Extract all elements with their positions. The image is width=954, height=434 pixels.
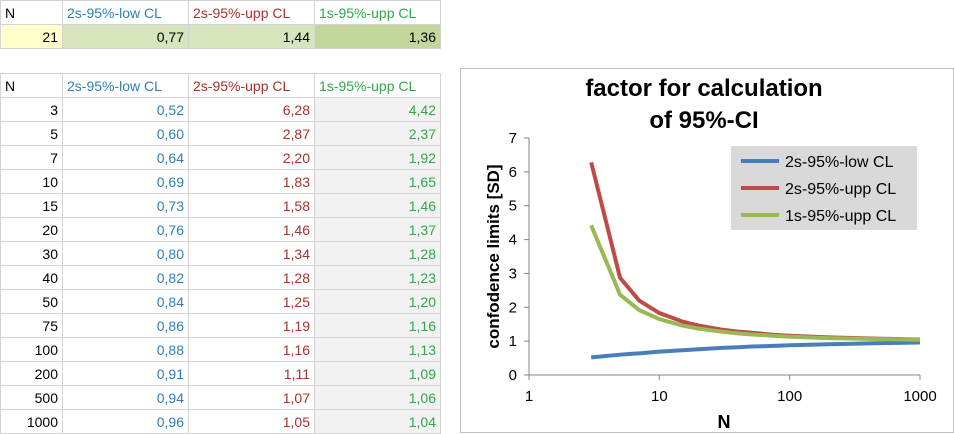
cell[interactable]: 0,52 bbox=[62, 97, 189, 122]
cell[interactable]: 3 bbox=[0, 97, 63, 122]
cell[interactable]: 1,16 bbox=[188, 337, 315, 362]
header-cell[interactable]: 2s-95%-upp CL bbox=[188, 0, 315, 25]
cell[interactable]: 1,07 bbox=[188, 385, 315, 410]
header-cell[interactable]: 2s-95%-low CL bbox=[62, 0, 189, 25]
y-tick-label: 5 bbox=[509, 198, 517, 215]
cell[interactable]: 1,20 bbox=[314, 289, 441, 314]
cell[interactable]: 21 bbox=[0, 24, 63, 49]
cell[interactable]: 30 bbox=[0, 241, 63, 266]
cell[interactable]: 1,04 bbox=[314, 409, 441, 434]
header-cell[interactable]: N bbox=[0, 0, 63, 25]
cell[interactable]: 1,36 bbox=[314, 24, 441, 49]
cell[interactable]: 10 bbox=[0, 169, 63, 194]
cell[interactable]: 0,69 bbox=[62, 169, 189, 194]
y-tick-label: 4 bbox=[509, 232, 517, 249]
cell[interactable]: 0,88 bbox=[62, 337, 189, 362]
cell[interactable]: 2,20 bbox=[188, 145, 315, 170]
cell[interactable]: 1,44 bbox=[188, 24, 315, 49]
chart-title: factor for calculation of 95%-CI bbox=[585, 75, 822, 134]
header-cell[interactable]: 2s-95%-low CL bbox=[62, 73, 189, 98]
header-cell[interactable]: 1s-95%-upp CL bbox=[314, 73, 441, 98]
cell[interactable]: 1,83 bbox=[188, 169, 315, 194]
cell[interactable]: 50 bbox=[0, 289, 63, 314]
cell[interactable]: 0,80 bbox=[62, 241, 189, 266]
x-tick-label: 100 bbox=[777, 388, 802, 405]
cell[interactable]: 1,13 bbox=[314, 337, 441, 362]
legend-label: 2s-95%-low CL bbox=[785, 154, 894, 171]
cell[interactable]: 0,96 bbox=[62, 409, 189, 434]
y-tick-label: 1 bbox=[509, 333, 517, 350]
y-tick-label: 3 bbox=[509, 265, 517, 282]
cell[interactable]: 5 bbox=[0, 121, 63, 146]
cell[interactable]: 1,28 bbox=[314, 241, 441, 266]
x-tick-label: 1 bbox=[525, 388, 533, 405]
legend-label: 1s-95%-upp CL bbox=[785, 208, 896, 225]
x-tick-label: 1000 bbox=[903, 388, 936, 405]
y-tick-label: 6 bbox=[509, 164, 517, 181]
cell[interactable]: 1,09 bbox=[314, 361, 441, 386]
cell[interactable]: 6,28 bbox=[188, 97, 315, 122]
cell[interactable]: 75 bbox=[0, 313, 63, 338]
cell[interactable]: 1,65 bbox=[314, 169, 441, 194]
cell[interactable]: 0,86 bbox=[62, 313, 189, 338]
cell[interactable]: 0,73 bbox=[62, 193, 189, 218]
cell[interactable]: 1,11 bbox=[188, 361, 315, 386]
cell[interactable]: 0,91 bbox=[62, 361, 189, 386]
header-cell[interactable]: N bbox=[0, 73, 63, 98]
cell[interactable]: 1,46 bbox=[314, 193, 441, 218]
header-cell[interactable]: 1s-95%-upp CL bbox=[314, 0, 441, 25]
x-tick-label: 10 bbox=[651, 388, 668, 405]
series-line bbox=[589, 224, 921, 342]
cell[interactable]: 1,46 bbox=[188, 217, 315, 242]
cell[interactable]: 0,82 bbox=[62, 265, 189, 290]
cell[interactable]: 4,42 bbox=[314, 97, 441, 122]
cell[interactable]: 1,92 bbox=[314, 145, 441, 170]
cell[interactable]: 1,16 bbox=[314, 313, 441, 338]
cell[interactable]: 1,58 bbox=[188, 193, 315, 218]
cell[interactable]: 1,05 bbox=[188, 409, 315, 434]
cell[interactable]: 40 bbox=[0, 265, 63, 290]
cell[interactable]: 0,84 bbox=[62, 289, 189, 314]
cell[interactable]: 1,34 bbox=[188, 241, 315, 266]
cell[interactable]: 500 bbox=[0, 385, 63, 410]
cell[interactable]: 0,60 bbox=[62, 121, 189, 146]
cell[interactable]: 0,76 bbox=[62, 217, 189, 242]
cell[interactable]: 0,77 bbox=[62, 24, 189, 49]
cell[interactable]: 20 bbox=[0, 217, 63, 242]
cell[interactable]: 1,25 bbox=[188, 289, 315, 314]
cell[interactable]: 0,64 bbox=[62, 145, 189, 170]
summary-table: N 2s-95%-low CL 2s-95%-upp CL 1s-95%-upp CL… bbox=[0, 0, 441, 49]
y-tick-label: 0 bbox=[509, 367, 517, 384]
cell[interactable]: 1,06 bbox=[314, 385, 441, 410]
cell[interactable]: 1,37 bbox=[314, 217, 441, 242]
series-line bbox=[590, 340, 921, 360]
y-tick-label: 2 bbox=[509, 299, 517, 316]
chart: factor for calculation of 95%-CI012345671… bbox=[460, 68, 954, 433]
legend-label: 2s-95%-upp CL bbox=[785, 181, 896, 198]
cell[interactable]: 2,37 bbox=[314, 121, 441, 146]
cell[interactable]: 200 bbox=[0, 361, 63, 386]
cell[interactable]: 1000 bbox=[0, 409, 63, 434]
header-cell[interactable]: 2s-95%-upp CL bbox=[188, 73, 315, 98]
cell[interactable]: 7 bbox=[0, 145, 63, 170]
data-table: N 2s-95%-low CL 2s-95%-upp CL 1s-95%-upp CL… bbox=[0, 73, 441, 434]
y-axis-label: confodence limits [SD] bbox=[484, 164, 503, 348]
cell[interactable]: 0,94 bbox=[62, 385, 189, 410]
cell[interactable]: 100 bbox=[0, 337, 63, 362]
cell[interactable]: 1,28 bbox=[188, 265, 315, 290]
cell[interactable]: 15 bbox=[0, 193, 63, 218]
cell[interactable]: 1,23 bbox=[314, 265, 441, 290]
x-axis-label: N bbox=[718, 412, 731, 432]
chart-frame bbox=[460, 68, 954, 433]
y-tick-label: 7 bbox=[509, 130, 517, 147]
cell[interactable]: 2,87 bbox=[188, 121, 315, 146]
cell[interactable]: 1,19 bbox=[188, 313, 315, 338]
